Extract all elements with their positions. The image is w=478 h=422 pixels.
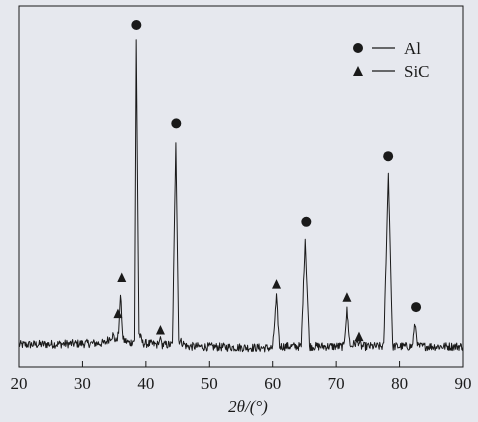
peak-markers xyxy=(113,20,422,342)
sic-peak-marker xyxy=(272,279,282,289)
al-peak-marker xyxy=(171,118,182,129)
xrd-trace-line xyxy=(18,39,464,353)
x-tick-label: 80 xyxy=(391,374,408,393)
x-tick-label: 70 xyxy=(328,374,345,393)
legend-triangle-marker xyxy=(353,66,363,76)
al-peak-marker xyxy=(301,216,312,227)
sic-peak-marker xyxy=(155,325,165,335)
al-peak-marker xyxy=(411,302,422,313)
x-axis-label: 2θ/(°) xyxy=(228,397,268,416)
sic-peak-marker xyxy=(354,331,364,342)
x-tick-label: 90 xyxy=(455,374,472,393)
al-peak-marker xyxy=(383,151,394,162)
legend-label-sic: SiC xyxy=(404,62,430,81)
plot-frame xyxy=(18,5,464,368)
x-tick-label: 60 xyxy=(264,374,281,393)
legend: Al SiC xyxy=(353,39,430,81)
x-tick-label: 50 xyxy=(201,374,218,393)
sic-peak-marker xyxy=(117,272,127,283)
x-tick-label: 40 xyxy=(137,374,154,393)
al-peak-marker xyxy=(131,20,142,30)
series-layer xyxy=(18,39,464,353)
x-tick-label: 20 xyxy=(11,374,28,393)
legend-circle-marker xyxy=(353,43,363,53)
sic-peak-marker xyxy=(113,308,123,319)
sic-peak-marker xyxy=(342,292,352,302)
legend-label-al: Al xyxy=(404,39,421,58)
x-ticks: 20 30 40 50 60 70 80 90 xyxy=(11,361,472,393)
x-tick-label: 30 xyxy=(74,374,91,393)
